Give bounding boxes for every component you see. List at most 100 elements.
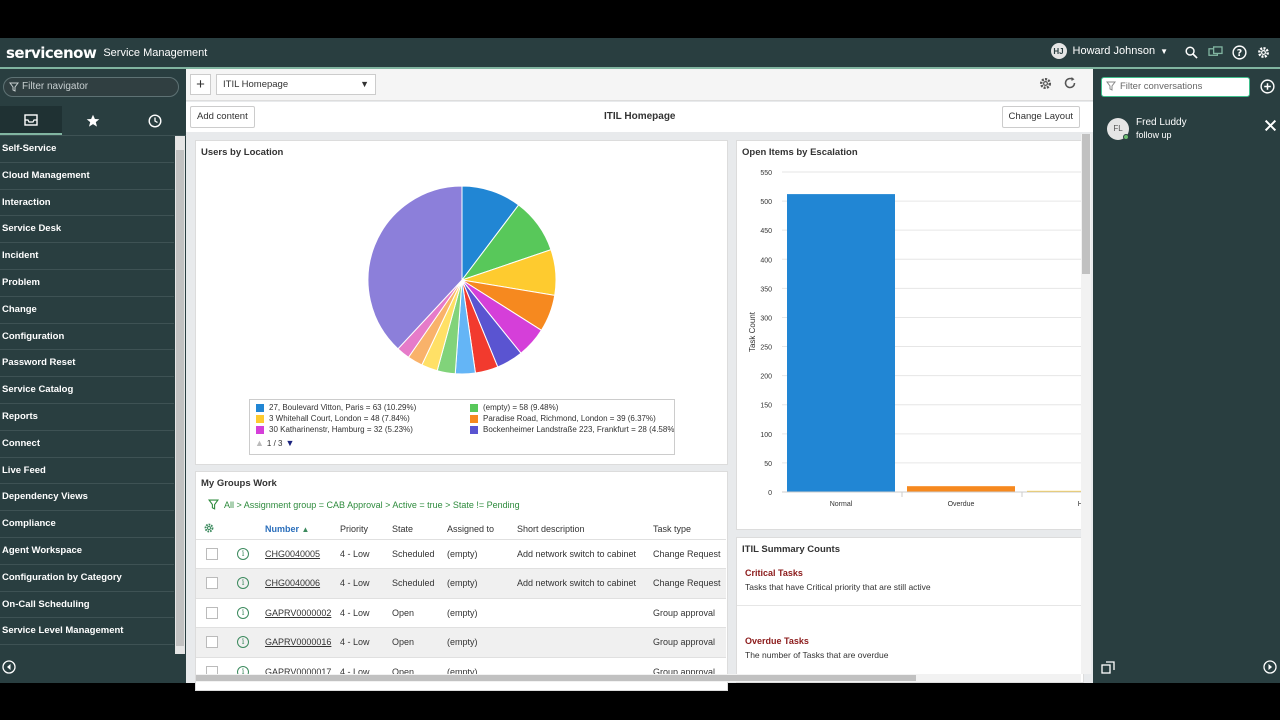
info-icon[interactable]: i [237,606,249,619]
nav-item-compliance[interactable]: Compliance [0,511,174,538]
record-link[interactable]: CHG0040006 [265,578,321,589]
refresh-icon[interactable] [1063,76,1077,94]
page-down-icon[interactable]: ▼ [285,438,295,448]
row-checkbox[interactable] [206,547,218,560]
collapse-sidebar-icon[interactable] [1263,660,1277,677]
nav-item-reports[interactable]: Reports [0,404,174,431]
cell-short-description: Add network switch to cabinet [514,568,650,598]
search-icon[interactable] [1182,43,1200,61]
connect-chat-icon[interactable] [1206,43,1224,61]
column-header-assigned-to[interactable]: Assigned to [447,523,495,534]
change-layout-button[interactable]: Change Layout [1001,106,1080,128]
table-row[interactable]: i CHG0040005 4 - Low Scheduled (empty) A… [196,538,726,569]
table-row[interactable]: i CHG0040006 4 - Low Scheduled (empty) A… [196,568,726,598]
record-link[interactable]: GAPRV0000016 [265,637,332,648]
nav-item-configuration[interactable]: Configuration [0,324,174,351]
info-icon[interactable]: i [237,636,249,649]
nav-item-self-service[interactable]: Self-Service [0,136,174,163]
legend-item[interactable]: 27, Boulevard Vitton, Paris = 63 (10.29%… [256,403,416,412]
legend-item[interactable]: Paradise Road, Richmond, London = 39 (6.… [470,414,656,423]
record-link[interactable]: GAPRV0000017 [265,667,332,677]
add-content-button[interactable]: Add content [190,106,255,128]
table-row[interactable]: i GAPRV0000017 4 - Low Open (empty) Grou… [196,656,726,687]
column-header-state[interactable]: State [392,523,414,534]
row-checkbox[interactable] [206,577,218,590]
cell-assigned-to: (empty) [444,568,514,598]
nav-item-connect[interactable]: Connect [0,431,174,458]
add-conversation-icon[interactable] [1260,79,1275,97]
nav-item-agent-workspace[interactable]: Agent Workspace [0,538,174,565]
table-row[interactable]: i GAPRV0000016 4 - Low Open (empty) Grou… [196,627,726,657]
column-header-priority[interactable]: Priority [340,523,369,534]
conversation-item[interactable]: FL Fred Luddy follow up [1107,116,1277,144]
filter-conversations-input[interactable]: Filter conversations [1101,77,1250,97]
breadcrumb-text[interactable]: All > Assignment group = CAB Approval > … [224,499,520,510]
row-checkbox[interactable] [206,606,218,619]
close-icon[interactable] [1264,119,1277,135]
users-by-location-widget: Users by Location 27, Boulevard Vitton, … [195,140,728,465]
scrollbar-thumb[interactable] [1082,134,1090,274]
gear-icon[interactable] [1038,76,1053,94]
pop-out-icon[interactable] [1101,661,1115,677]
nav-item-service-catalog[interactable]: Service Catalog [0,377,174,404]
scrollbar-thumb[interactable] [196,675,916,681]
nav-item-service-level-management[interactable]: Service Level Management [0,618,174,646]
legend-item[interactable]: (empty) = 58 (9.48%) [470,403,558,412]
nav-item-password-reset[interactable]: Password Reset [0,350,174,378]
tab-all-applications[interactable] [0,106,62,135]
y-tick-label: 150 [760,403,772,410]
table-row[interactable]: i GAPRV0000002 4 - Low Open (empty) Grou… [196,597,726,628]
page-up-icon[interactable]: ▲ [255,438,264,448]
column-header-task-type[interactable]: Task type [653,523,692,534]
pie-slice[interactable] [367,185,463,350]
info-icon[interactable]: i [237,577,249,590]
add-homepage-button[interactable]: + [190,74,211,95]
content-vertical-scrollbar[interactable] [1081,134,1091,674]
user-name: Howard Johnson [1072,45,1156,57]
help-icon[interactable]: ? [1230,43,1248,61]
legend-item[interactable]: 30 Katharinenstr, Hamburg = 32 (5.23%) [256,425,413,434]
nav-item-on-call-scheduling[interactable]: On-Call Scheduling [0,592,174,619]
gear-icon[interactable] [1254,43,1272,61]
legend-item[interactable]: 3 Whitehall Court, London = 48 (7.84%) [256,414,410,423]
critical-tasks-link[interactable]: Critical Tasks [745,568,803,578]
cell-state: Scheduled [389,568,444,598]
row-checkbox[interactable] [206,636,218,649]
cell-task-type: Group approval [650,656,726,687]
nav-item-incident[interactable]: Incident [0,243,174,270]
gear-icon[interactable] [203,522,215,534]
nav-item-live-feed[interactable]: Live Feed [0,458,174,485]
nav-item-service-desk[interactable]: Service Desk [0,216,174,244]
nav-item-cloud-management[interactable]: Cloud Management [0,163,174,190]
homepage-select[interactable]: ITIL Homepage ▼ [216,74,376,95]
tab-favorites[interactable] [62,106,124,135]
bar[interactable] [787,194,895,492]
overdue-tasks-link[interactable]: Overdue Tasks [745,636,809,646]
info-icon[interactable]: i [237,547,249,560]
cell-short-description [514,627,650,657]
bar[interactable] [1027,490,1083,492]
legend-item[interactable]: Bockenheimer Landstraße 223, Frankfurt =… [470,425,674,434]
navigator-scrollbar[interactable] [175,136,185,654]
nav-item-change[interactable]: Change [0,297,174,324]
collapse-navigator-icon[interactable] [2,660,16,677]
nav-item-interaction[interactable]: Interaction [0,190,174,217]
tab-history[interactable] [124,106,186,135]
column-header-short-description[interactable]: Short description [517,523,585,534]
record-link[interactable]: GAPRV0000002 [265,607,332,618]
nav-item-configuration-by-category[interactable]: Configuration by Category [0,565,174,592]
content-horizontal-scrollbar[interactable] [196,674,1081,682]
y-tick-label: 400 [760,257,772,264]
my-groups-work-widget: My Groups Work All > Assignment group = … [195,471,728,691]
filter-icon [1106,80,1116,98]
servicenow-logo[interactable]: servicenow [6,43,97,62]
bar[interactable] [907,486,1015,492]
filter-navigator-input[interactable]: Filter navigator [3,77,179,97]
column-header-number[interactable]: Number ▲ [262,519,337,539]
breadcrumb[interactable]: All > Assignment group = CAB Approval > … [208,499,520,510]
nav-item-dependency-views[interactable]: Dependency Views [0,484,174,512]
user-menu[interactable]: HJ Howard Johnson ▼ [1050,43,1168,59]
scrollbar-thumb[interactable] [176,150,184,646]
nav-item-problem[interactable]: Problem [0,270,174,297]
record-link[interactable]: CHG0040005 [265,548,321,559]
